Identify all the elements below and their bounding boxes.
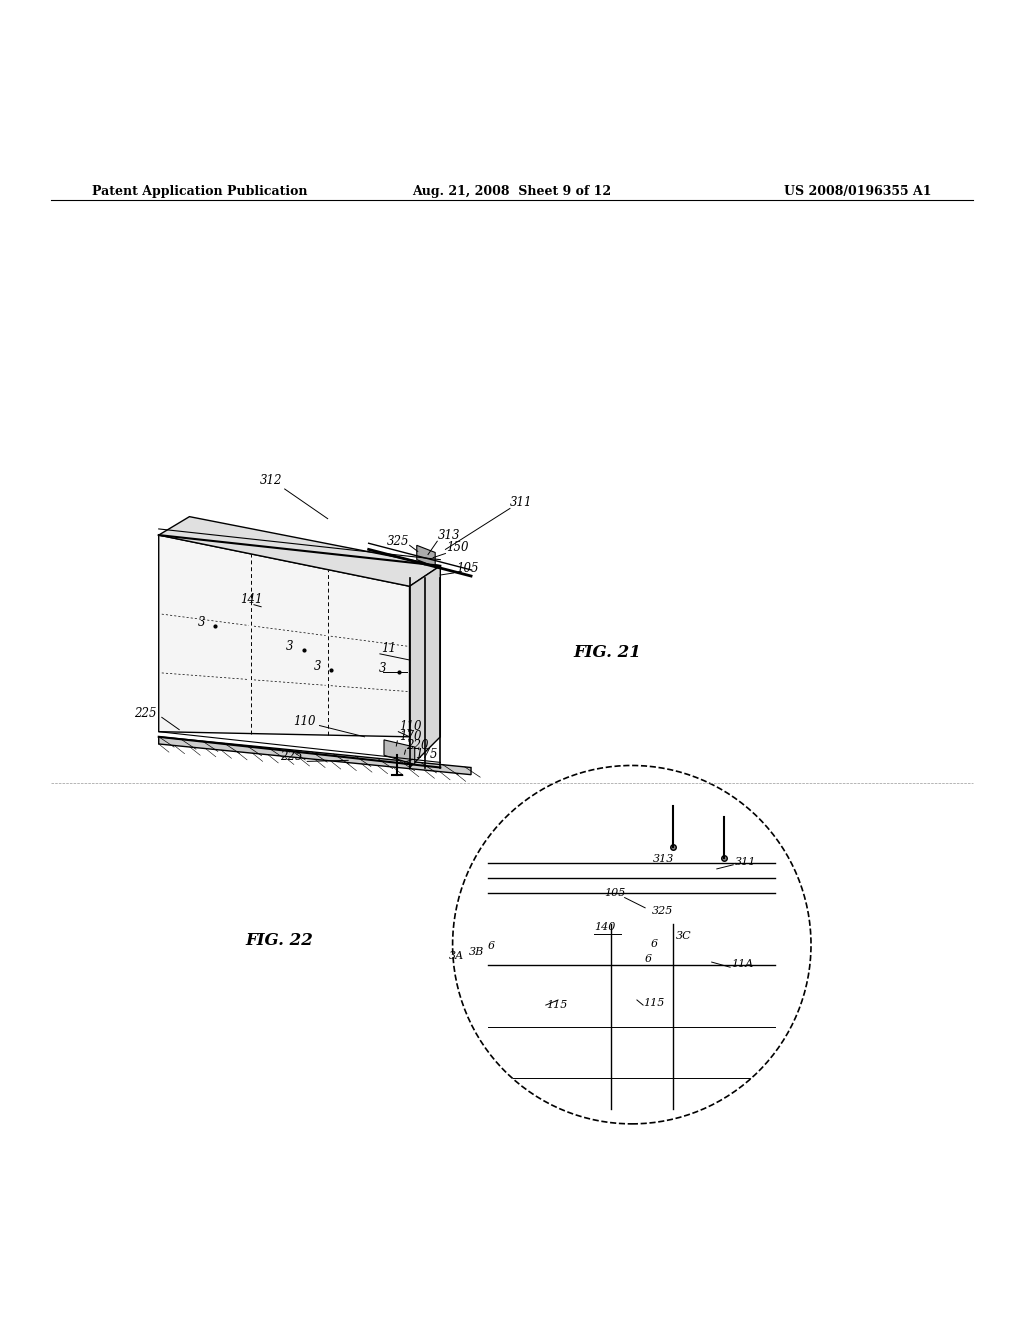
- Text: 3: 3: [313, 660, 322, 673]
- Text: 110: 110: [399, 719, 422, 733]
- Text: 140: 140: [594, 923, 615, 932]
- Text: 3: 3: [286, 640, 294, 653]
- Text: 6: 6: [487, 941, 495, 950]
- Text: 3A: 3A: [449, 950, 464, 961]
- Text: US 2008/0196355 A1: US 2008/0196355 A1: [784, 185, 932, 198]
- Text: 3: 3: [198, 616, 206, 630]
- Text: 115: 115: [643, 998, 665, 1008]
- Text: 225: 225: [280, 750, 302, 763]
- Text: 220: 220: [407, 739, 429, 752]
- Text: 6: 6: [650, 939, 657, 949]
- Text: 325: 325: [652, 906, 674, 916]
- Text: 313: 313: [653, 854, 675, 863]
- Polygon shape: [417, 545, 435, 566]
- Text: 312: 312: [260, 474, 283, 487]
- Text: 6: 6: [645, 954, 652, 964]
- Text: Aug. 21, 2008  Sheet 9 of 12: Aug. 21, 2008 Sheet 9 of 12: [413, 185, 611, 198]
- Polygon shape: [159, 516, 440, 586]
- Text: 105: 105: [456, 562, 478, 576]
- Text: 313: 313: [438, 529, 461, 543]
- Polygon shape: [159, 535, 410, 737]
- Text: FIG. 22: FIG. 22: [246, 932, 313, 949]
- Polygon shape: [384, 741, 415, 764]
- Polygon shape: [410, 566, 440, 767]
- Text: 150: 150: [446, 541, 469, 554]
- Text: 3B: 3B: [469, 946, 484, 957]
- Text: 170: 170: [399, 730, 422, 743]
- Text: 11A: 11A: [731, 960, 754, 969]
- Text: 115: 115: [546, 1001, 567, 1010]
- Text: 110: 110: [293, 714, 315, 727]
- Text: 175: 175: [415, 748, 437, 762]
- Text: Patent Application Publication: Patent Application Publication: [92, 185, 307, 198]
- Text: 311: 311: [510, 496, 532, 510]
- Text: FIG. 21: FIG. 21: [573, 644, 641, 661]
- Text: 11: 11: [381, 642, 396, 655]
- Text: 311: 311: [735, 857, 757, 867]
- Text: 325: 325: [387, 536, 410, 548]
- Text: 3C: 3C: [676, 931, 691, 941]
- Text: 3: 3: [379, 663, 387, 676]
- Text: 225: 225: [134, 708, 157, 721]
- Text: 105: 105: [604, 887, 626, 898]
- Polygon shape: [159, 737, 471, 775]
- Text: 141: 141: [241, 593, 263, 606]
